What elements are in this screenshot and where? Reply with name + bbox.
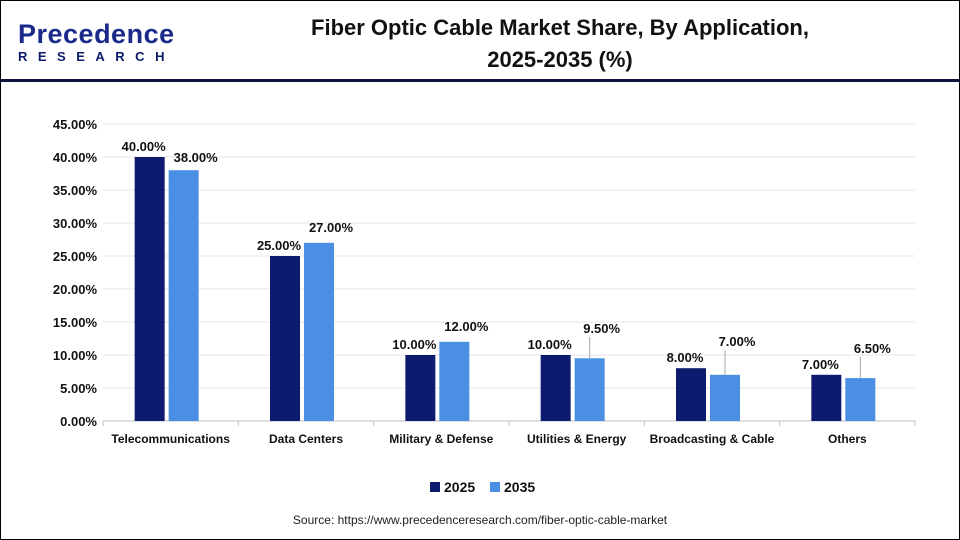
data-label-2025: 10.00%	[528, 337, 573, 352]
y-tick-label: 5.00%	[60, 381, 97, 396]
bar-2035	[168, 170, 199, 421]
x-category-label: Data Centers	[269, 432, 343, 446]
y-tick-label: 40.00%	[53, 150, 98, 165]
bar-2035	[574, 358, 605, 421]
header-divider	[1, 79, 959, 82]
bar-2025	[405, 355, 436, 421]
data-label-2035: 6.50%	[854, 341, 891, 356]
y-tick-label: 30.00%	[53, 216, 98, 231]
data-label-2025: 25.00%	[257, 238, 302, 253]
x-category-label: Telecommunications	[111, 432, 230, 446]
bar-2035	[439, 341, 470, 421]
bar-2025	[540, 355, 571, 421]
data-label-2025: 7.00%	[802, 357, 839, 372]
y-tick-label: 0.00%	[60, 414, 97, 429]
bar-2035	[710, 374, 740, 421]
x-category-label: Utilities & Energy	[527, 432, 627, 446]
data-label-2025: 10.00%	[392, 337, 437, 352]
y-tick-label: 10.00%	[53, 348, 98, 363]
data-label-2035: 38.00%	[174, 150, 219, 165]
bar-2035	[304, 242, 334, 421]
y-tick-label: 45.00%	[53, 117, 98, 132]
data-label-2035: 9.50%	[583, 321, 620, 336]
chart-title: Fiber Optic Cable Market Share, By Appli…	[250, 12, 870, 76]
title-line-1: Fiber Optic Cable Market Share, By Appli…	[311, 15, 809, 40]
legend-label-2035: 2035	[504, 479, 535, 495]
bar-2025	[134, 157, 165, 421]
x-category-label: Broadcasting & Cable	[650, 432, 775, 446]
y-tick-label: 20.00%	[53, 282, 98, 297]
logo: Precedence RESEARCH	[18, 20, 175, 64]
data-label-2025: 40.00%	[122, 139, 167, 154]
title-line-2: 2025-2035 (%)	[487, 47, 633, 72]
data-label-2035: 7.00%	[719, 334, 756, 349]
logo-wordmark: Precedence	[18, 19, 175, 49]
x-category-label: Others	[828, 432, 867, 446]
bar-2025	[270, 256, 300, 421]
data-label-2035: 12.00%	[444, 319, 489, 334]
bar-2025	[676, 368, 706, 421]
legend-swatch-2025	[430, 482, 440, 492]
bar-2035	[845, 378, 876, 421]
logo-subtitle: RESEARCH	[18, 49, 175, 64]
x-category-label: Military & Defense	[389, 432, 493, 446]
data-label-2035: 27.00%	[309, 220, 354, 235]
data-label-2025: 8.00%	[667, 350, 704, 365]
y-tick-label: 25.00%	[53, 249, 98, 264]
y-tick-label: 35.00%	[53, 183, 98, 198]
y-tick-label: 15.00%	[53, 315, 98, 330]
bar-2025	[811, 374, 842, 421]
legend-label-2025: 2025	[444, 479, 475, 495]
source-note: Source: https://www.precedenceresearch.c…	[292, 513, 668, 527]
legend-swatch-2035	[490, 482, 500, 492]
